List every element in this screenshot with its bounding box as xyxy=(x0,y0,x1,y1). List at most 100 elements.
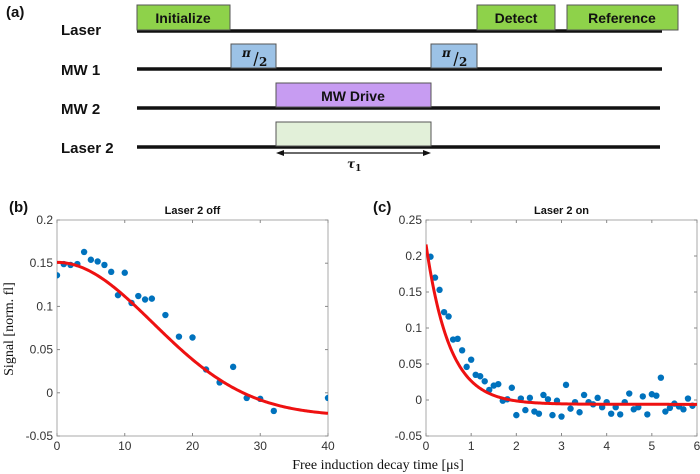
x-tick-label: 30 xyxy=(254,439,268,453)
data-point xyxy=(540,391,547,399)
pi-half-2-denominator: 2 xyxy=(459,55,467,69)
data-point xyxy=(576,409,583,416)
y-tick-label: -0.05 xyxy=(26,429,54,443)
mw-drive-block xyxy=(275,82,432,108)
row-label-mw1: MW 1 xyxy=(61,62,100,79)
fit-curve xyxy=(426,244,697,406)
reference-label: Reference xyxy=(588,10,656,26)
data-point xyxy=(549,411,556,419)
data-point xyxy=(580,391,588,399)
data-point xyxy=(229,363,237,371)
data-point xyxy=(189,334,196,341)
data-point xyxy=(436,286,443,294)
data-point xyxy=(162,311,169,319)
data-point xyxy=(148,295,156,302)
pi-half-1-numerator: π xyxy=(241,46,251,60)
data-point xyxy=(567,405,574,412)
data-point xyxy=(657,374,665,381)
y-tick-label: 0.05 xyxy=(30,343,54,357)
data-point xyxy=(680,406,687,413)
data-point xyxy=(558,413,565,420)
data-point xyxy=(644,411,651,418)
y-tick-label: 0.1 xyxy=(36,299,53,313)
x-tick-label: 3 xyxy=(558,439,565,453)
data-point xyxy=(495,380,502,388)
detect-block xyxy=(476,4,556,31)
x-tick-label: 6 xyxy=(694,439,700,453)
pi-half-1-denominator: 2 xyxy=(259,55,267,69)
data-point xyxy=(562,381,570,389)
data-point xyxy=(87,256,95,263)
plot-frame xyxy=(56,219,329,437)
data-point xyxy=(535,410,543,417)
chart-laser2-on: Laser 2 on0 1 2 3 4 5 6-0.0500.050.10.150.20.2… xyxy=(395,205,700,453)
data-point xyxy=(467,356,475,363)
x-tick-label: 2 xyxy=(513,439,520,453)
data-point xyxy=(639,393,646,400)
x-tick-label: 4 xyxy=(603,439,610,453)
y-tick-label: 0.2 xyxy=(36,213,53,227)
data-point xyxy=(477,373,484,380)
chart-title: Laser 2 off xyxy=(165,205,221,217)
x-tick-label: 0 xyxy=(423,439,430,453)
y-tick-label: -0.05 xyxy=(395,429,423,443)
panel-label-b: (b) xyxy=(9,199,28,216)
reference-block xyxy=(566,4,679,31)
data-point xyxy=(522,406,529,414)
y-tick-label: 0.15 xyxy=(399,285,423,299)
y-tick-label: 0.15 xyxy=(30,256,54,270)
data-point xyxy=(141,296,149,303)
data-point xyxy=(617,411,624,418)
data-point xyxy=(175,333,183,340)
initialize-label: Initialize xyxy=(155,10,210,26)
data-point xyxy=(440,308,448,316)
y-tick-label: 0.05 xyxy=(399,357,423,371)
y-tick-label: 0.25 xyxy=(399,213,423,227)
data-point xyxy=(544,396,552,403)
data-point xyxy=(481,378,488,385)
fit-curve xyxy=(57,260,328,415)
data-point xyxy=(324,394,328,402)
data-point xyxy=(121,269,128,276)
panel-label-a: (a) xyxy=(6,4,24,21)
initialize-block xyxy=(136,4,231,31)
x-axis-label: Free induction decay time [μs] xyxy=(292,458,464,473)
sequence-diagram: Laser MW 1 MW 2 Laser 2 Initialize Detec… xyxy=(61,4,679,174)
data-point xyxy=(594,394,601,402)
x-tick-label: 5 xyxy=(648,439,655,453)
data-point xyxy=(431,274,439,281)
data-point xyxy=(57,272,61,279)
pi-half-2-numerator: π xyxy=(441,46,451,60)
data-point xyxy=(508,384,516,391)
chart-title: Laser 2 on xyxy=(534,205,589,217)
data-point xyxy=(626,390,633,397)
y-tick-label: 0 xyxy=(415,393,422,407)
data-point xyxy=(101,261,108,269)
pi-half-2-slash xyxy=(453,51,459,67)
y-tick-label: 0 xyxy=(46,386,53,400)
tau-label: τ1 xyxy=(347,157,361,174)
pi-half-pulse-1 xyxy=(230,43,277,69)
x-tick-label: 10 xyxy=(118,439,132,453)
data-point xyxy=(270,407,277,415)
row-label-laser2: Laser 2 xyxy=(61,140,114,157)
data-point xyxy=(662,408,669,415)
data-point xyxy=(513,411,520,419)
detect-label: Detect xyxy=(495,10,538,26)
data-point xyxy=(94,258,101,265)
data-point xyxy=(607,410,615,417)
x-tick-label: 40 xyxy=(321,439,335,453)
pi-half-1-slash xyxy=(253,51,259,67)
y-axis-label: Signal [norm. fl] xyxy=(2,282,17,376)
row-label-laser: Laser xyxy=(61,22,101,39)
x-tick-label: 20 xyxy=(186,439,200,453)
data-point xyxy=(526,394,534,402)
data-point xyxy=(653,392,660,399)
data-point xyxy=(445,313,452,320)
data-point xyxy=(80,248,88,256)
row-label-mw2: MW 2 xyxy=(61,101,100,118)
laser2-pulse-block xyxy=(275,121,432,147)
y-tick-label: 0.2 xyxy=(405,249,422,263)
